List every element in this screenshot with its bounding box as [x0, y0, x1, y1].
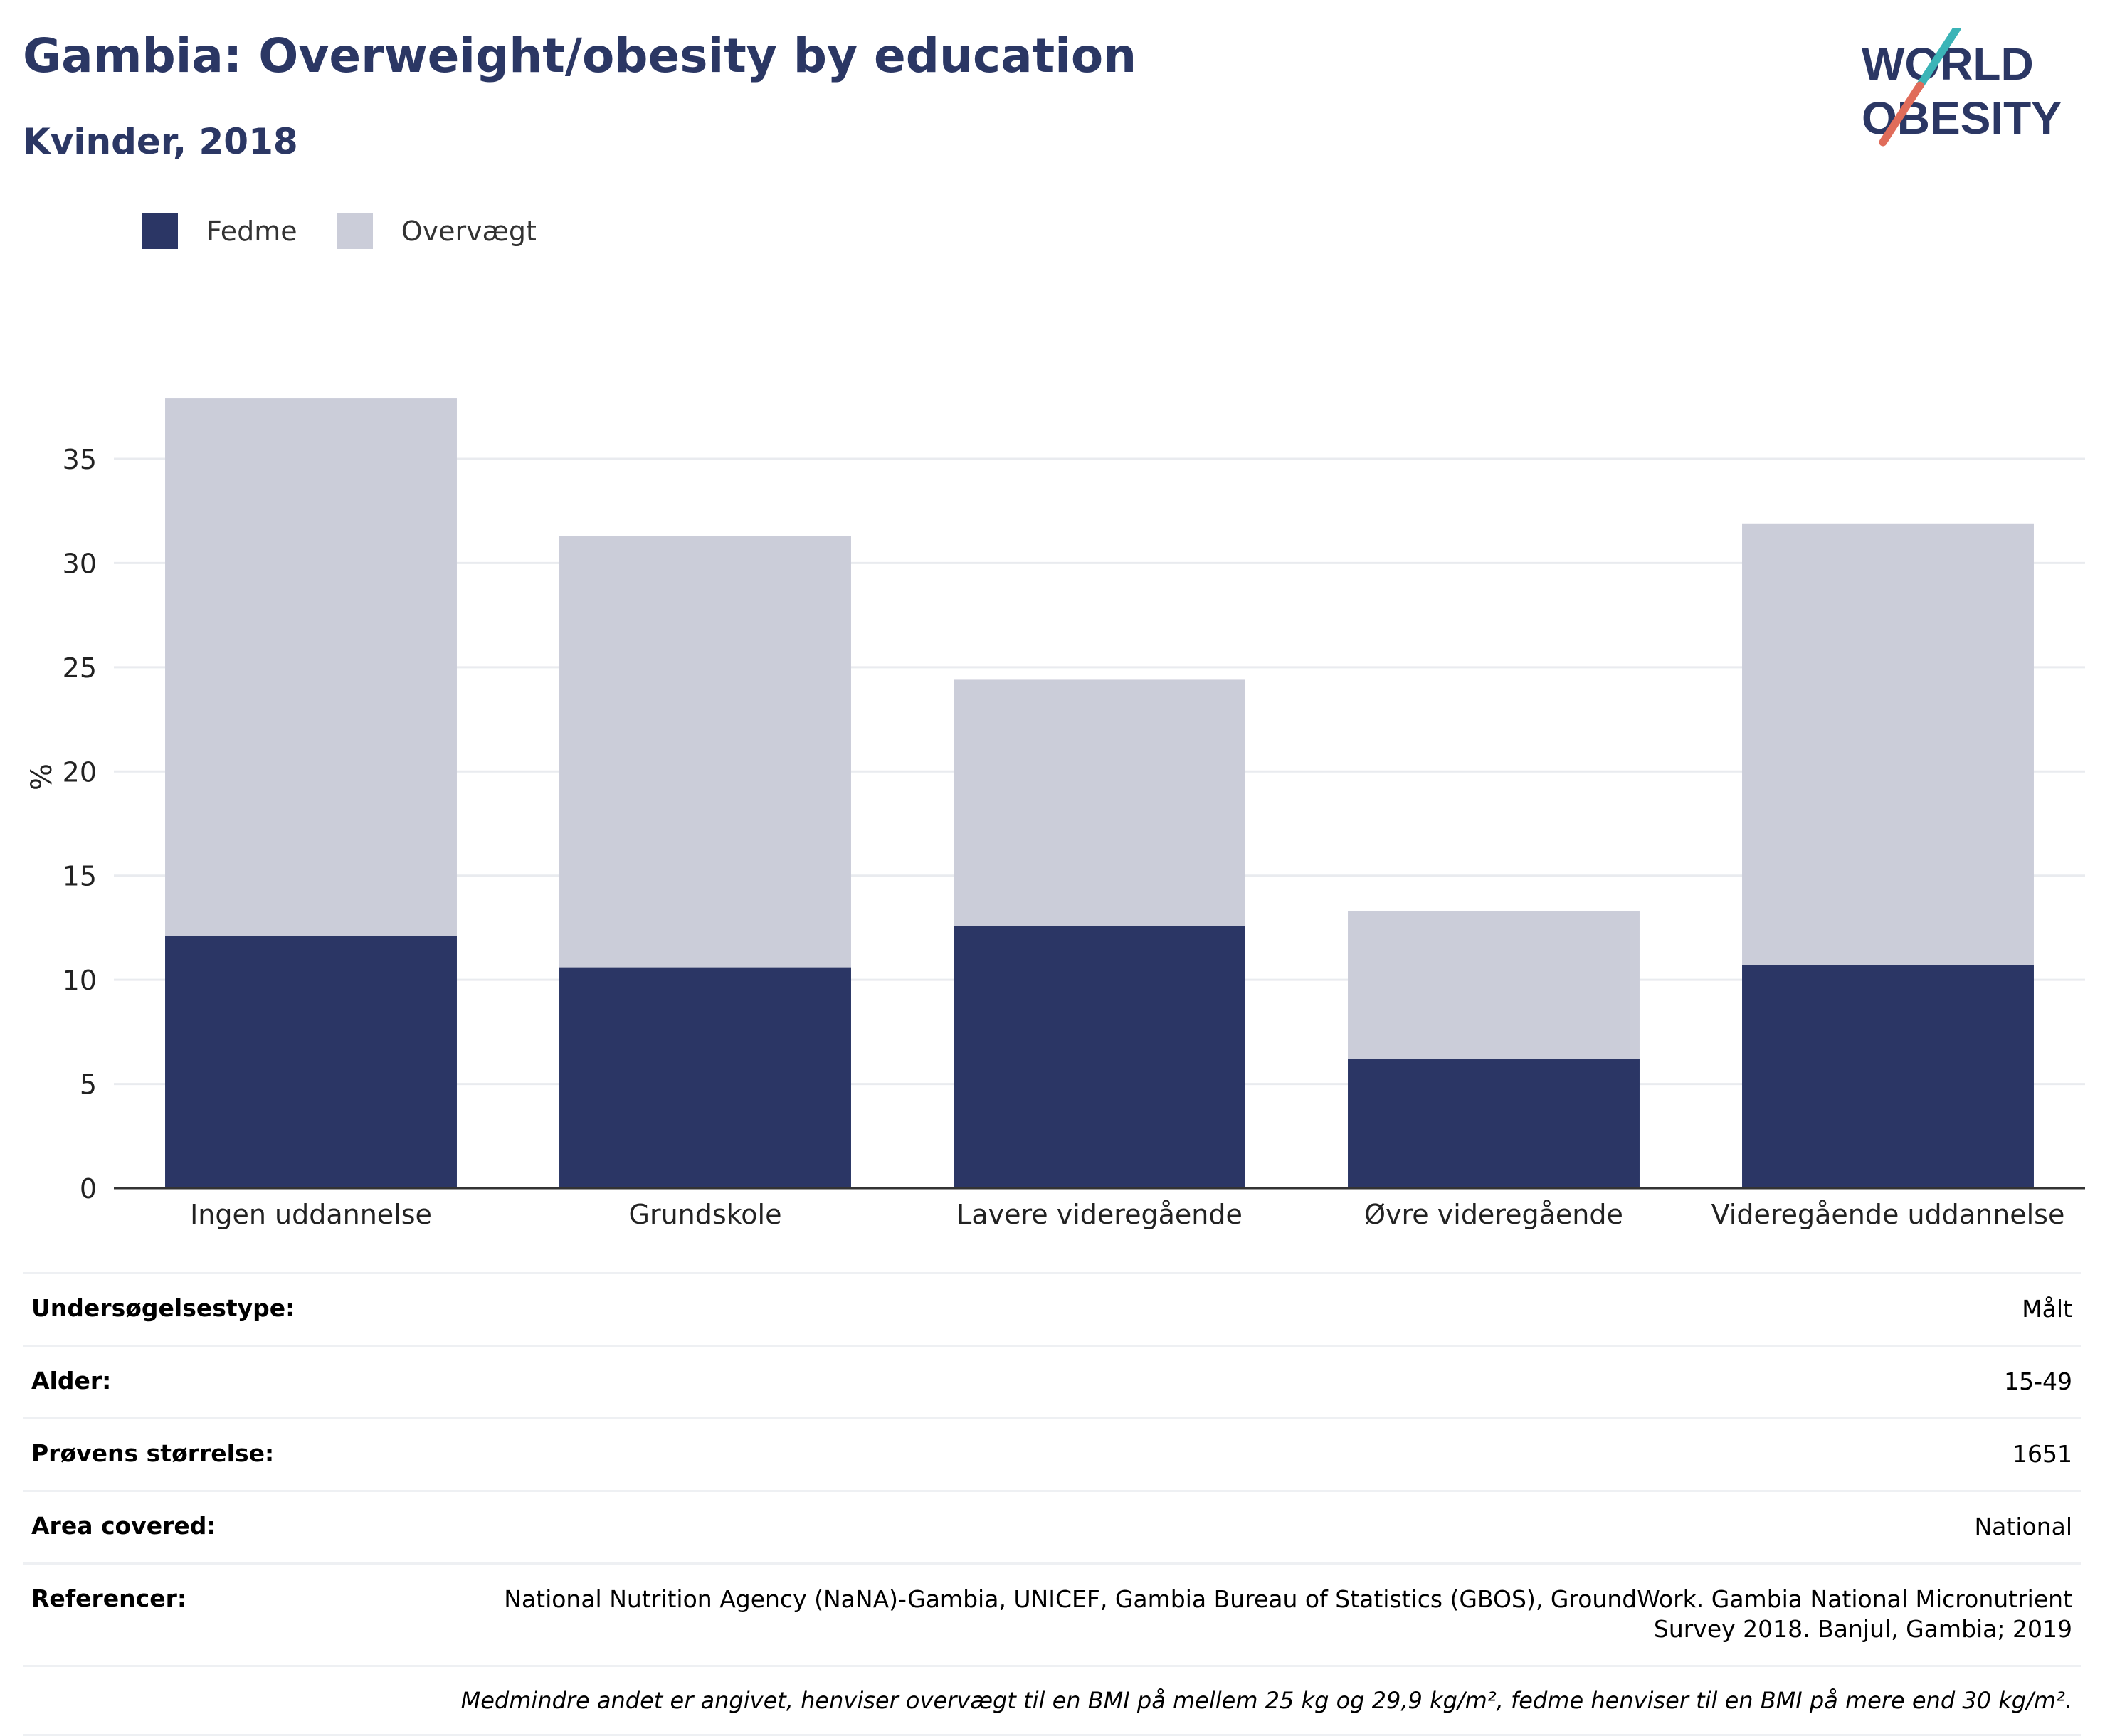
- stacked-bar-chart: 0 5 10 15 20 25 30 35 % Ingen uddannelse Grundsk…: [26, 398, 2085, 1230]
- y-axis-label: %: [26, 763, 58, 790]
- x-tick-labels: Ingen uddannelse Grundskole Lavere videreg…: [190, 1199, 2064, 1230]
- legend-label-fedme: Fedme: [206, 216, 297, 247]
- y-tick-label: 25: [63, 652, 97, 684]
- x-tick-label: Videregående uddannelse: [1711, 1199, 2065, 1230]
- info-label: Undersøgelsestype:: [31, 1294, 295, 1322]
- info-value: National Nutrition Agency (NaNA)-Gambia,…: [504, 1584, 2072, 1644]
- info-row: Referencer: National Nutrition Agency (Na…: [23, 1562, 2081, 1666]
- footnote: Medmindre andet er angivet, henviser ove…: [23, 1665, 2081, 1736]
- info-label: Alder:: [31, 1366, 112, 1394]
- bar-overvaegt[interactable]: [954, 679, 1245, 926]
- bar-fedme[interactable]: [1742, 965, 2034, 1188]
- info-value: 15-49: [2004, 1367, 2072, 1395]
- y-tick-label: 0: [80, 1173, 97, 1205]
- legend-label-overvaegt: Overvægt: [401, 216, 537, 247]
- bars: [165, 398, 2034, 1188]
- world-obesity-logo: WORLD OBESITY: [1862, 28, 2062, 147]
- bar-overvaegt[interactable]: [559, 536, 851, 968]
- bar-fedme[interactable]: [559, 967, 851, 1188]
- x-tick-label: Ingen uddannelse: [190, 1199, 432, 1230]
- y-tick-label: 15: [63, 861, 97, 892]
- legend-swatch-fedme: [142, 213, 178, 249]
- x-tick-label: Øvre videregående: [1364, 1199, 1623, 1230]
- y-tick-label: 10: [63, 965, 97, 996]
- bar-overvaegt[interactable]: [1348, 911, 1640, 1059]
- y-tick-label: 20: [63, 756, 97, 788]
- legend-item-overvaegt[interactable]: Overvægt: [337, 213, 537, 249]
- page-title: Gambia: Overweight/obesity by education: [23, 28, 1137, 83]
- y-tick-label: 5: [80, 1069, 97, 1101]
- info-value: 1651: [2012, 1439, 2072, 1468]
- x-tick-label: Lavere videregående: [956, 1199, 1243, 1230]
- info-label: Prøvens størrelse:: [31, 1439, 275, 1467]
- info-value: Målt: [2022, 1295, 2072, 1323]
- info-row: Prøvens størrelse: 1651: [23, 1417, 2081, 1490]
- info-label: Area covered:: [31, 1511, 216, 1540]
- info-value: National: [1974, 1512, 2072, 1540]
- page-subtitle: Kvinder, 2018: [23, 121, 298, 162]
- bar-overvaegt[interactable]: [165, 398, 457, 936]
- bar-fedme[interactable]: [165, 936, 457, 1188]
- y-tick-label: 30: [63, 548, 97, 579]
- legend-swatch-overvaegt: [337, 213, 373, 249]
- info-row: Area covered: National: [23, 1489, 2081, 1562]
- info-row: Undersøgelsestype: Målt: [23, 1272, 2081, 1345]
- bar-overvaegt[interactable]: [1742, 523, 2034, 965]
- legend-item-fedme[interactable]: Fedme: [142, 213, 297, 249]
- survey-info-table: Undersøgelsestype: Målt Alder: 15-49 Prøvens…: [23, 1272, 2081, 1736]
- chart-legend: Fedme Overvægt: [142, 210, 576, 253]
- bar-fedme[interactable]: [1348, 1059, 1640, 1188]
- y-tick-label: 35: [63, 444, 97, 475]
- bar-fedme[interactable]: [954, 926, 1245, 1188]
- y-tick-labels: 0 5 10 15 20 25 30 35: [63, 444, 97, 1205]
- x-tick-label: Grundskole: [629, 1199, 782, 1230]
- info-row: Alder: 15-49: [23, 1344, 2081, 1417]
- info-label: Referencer:: [31, 1584, 187, 1612]
